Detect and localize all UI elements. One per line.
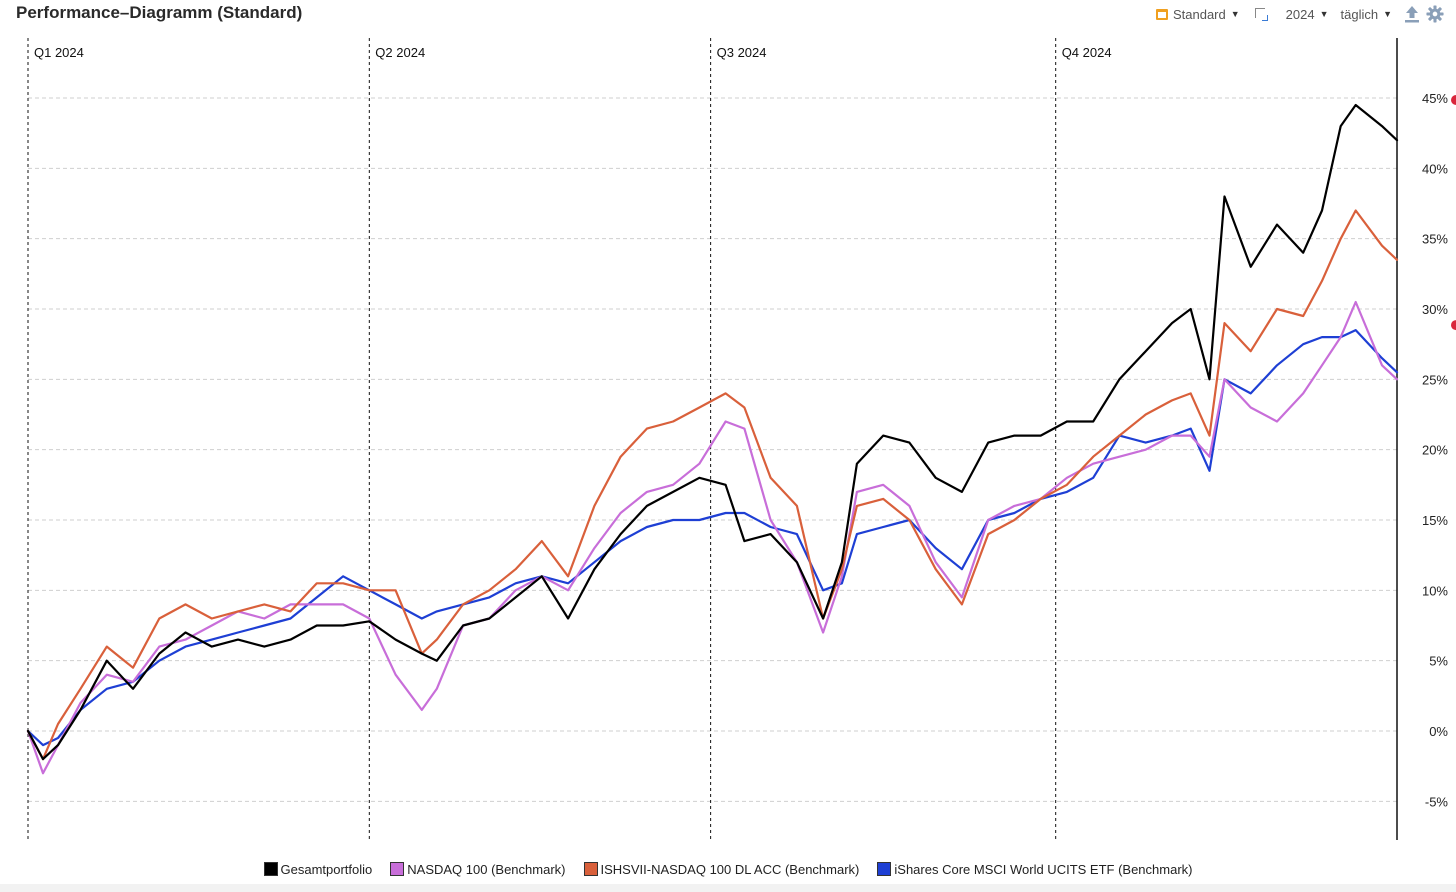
- export-icon[interactable]: [1404, 5, 1420, 23]
- legend-item[interactable]: ISHSVII-NASDAQ 100 DL ACC (Benchmark): [583, 861, 860, 877]
- year-selector[interactable]: 2024 ▼: [1286, 7, 1329, 22]
- gear-icon[interactable]: [1426, 5, 1444, 23]
- y-tick-label: 15%: [1422, 513, 1448, 528]
- series-end-marker: [1451, 95, 1456, 105]
- y-tick-label: 5%: [1429, 654, 1448, 669]
- legend-item[interactable]: Gesamtportfolio: [263, 861, 373, 877]
- chevron-down-icon: ▼: [1319, 9, 1329, 19]
- chart-legend: Gesamtportfolio NASDAQ 100 (Benchmark) ISH…: [0, 858, 1456, 880]
- interval-selector-label: täglich: [1340, 6, 1379, 22]
- y-tick-label: 40%: [1422, 161, 1448, 176]
- y-tick-label: 30%: [1422, 302, 1448, 317]
- y-tick-label: 10%: [1422, 583, 1448, 598]
- legend-swatch: [877, 862, 892, 876]
- legend-label: NASDAQ 100 (Benchmark): [407, 861, 566, 877]
- chevron-down-icon: ▼: [1230, 9, 1240, 19]
- view-selector-label: Standard: [1172, 6, 1226, 22]
- series-line-4[interactable]: [26, 329, 1399, 747]
- legend-item[interactable]: iShares Core MSCI World UCITS ETF (Bench…: [877, 861, 1193, 877]
- chart-toolbar: Standard ▼ 2024 ▼ täglich ▼: [1144, 4, 1444, 24]
- interval-selector[interactable]: täglich ▼: [1341, 7, 1393, 22]
- quarter-label: Q4 2024: [1062, 45, 1112, 60]
- y-tick-label: 45%: [1422, 91, 1448, 106]
- legend-swatch: [390, 862, 405, 876]
- chart-header: Performance–Diagramm (Standard) Standard…: [0, 0, 1456, 28]
- series-line-1[interactable]: [26, 103, 1399, 761]
- y-tick-label: 0%: [1429, 724, 1448, 739]
- legend-label: iShares Core MSCI World UCITS ETF (Bench…: [894, 861, 1193, 877]
- chart-title: Performance–Diagramm (Standard): [16, 3, 303, 22]
- y-tick-label: 25%: [1422, 372, 1448, 387]
- legend-item[interactable]: NASDAQ 100 (Benchmark): [390, 861, 566, 877]
- calendar-icon: [1155, 8, 1168, 20]
- bottom-strip: [0, 884, 1456, 892]
- y-tick-label: -5%: [1425, 794, 1449, 809]
- chevron-down-icon: ▼: [1383, 9, 1392, 19]
- quarter-label: Q2 2024: [375, 45, 425, 60]
- performance-chart[interactable]: -5% 0% 5% 10% 15% 20% 25% 30% 35% 40% 45% Q1 2024 Q2…: [0, 0, 1456, 850]
- series-end-marker: [1451, 320, 1456, 331]
- series-line-2[interactable]: [26, 300, 1399, 775]
- legend-swatch: [583, 862, 598, 876]
- year-selector-label: 2024: [1285, 6, 1315, 22]
- legend-swatch: [263, 862, 278, 876]
- legend-label: Gesamtportfolio: [280, 861, 373, 877]
- series-line-3[interactable]: [26, 209, 1399, 761]
- y-tick-label: 20%: [1422, 443, 1448, 458]
- y-tick-label: 35%: [1422, 232, 1448, 247]
- view-selector[interactable]: Standard ▼: [1155, 6, 1240, 22]
- quarter-label: Q3 2024: [717, 45, 767, 60]
- quarter-label: Q1 2024: [34, 45, 84, 60]
- legend-label: ISHSVII-NASDAQ 100 DL ACC (Benchmark): [600, 861, 860, 877]
- expand-icon[interactable]: [1254, 7, 1268, 21]
